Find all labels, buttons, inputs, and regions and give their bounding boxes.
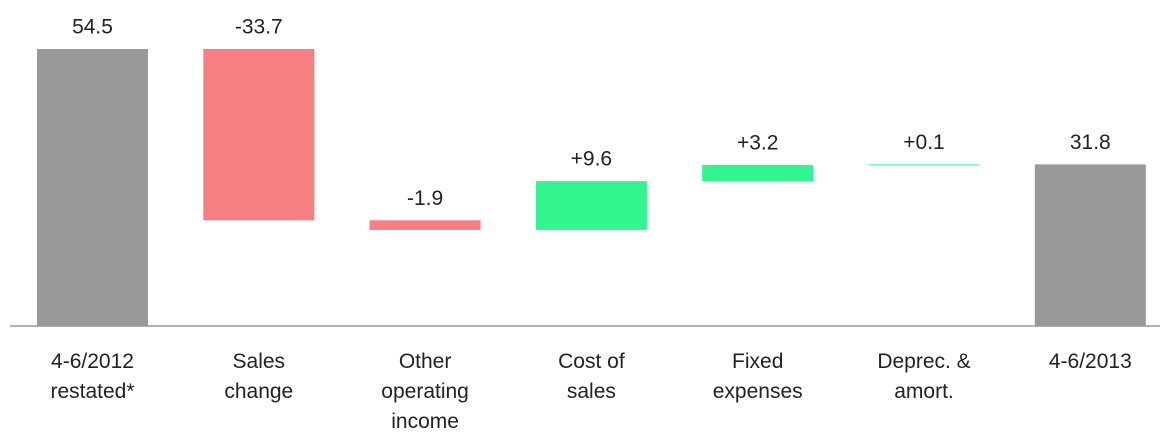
x-tick-label: Deprec. & amort. bbox=[877, 350, 970, 403]
bar bbox=[535, 181, 647, 230]
x-tick-label: 4-6/2013 bbox=[1049, 350, 1132, 373]
data-label: -1.9 bbox=[407, 187, 443, 210]
x-tick-label: Sales change bbox=[224, 350, 293, 403]
data-label: 54.5 bbox=[72, 16, 113, 39]
bar bbox=[203, 49, 315, 221]
bar bbox=[868, 164, 980, 166]
bar bbox=[1034, 164, 1146, 326]
data-label: -33.7 bbox=[235, 16, 283, 39]
data-label: 31.8 bbox=[1070, 131, 1111, 154]
bar bbox=[369, 220, 481, 230]
data-label: +9.6 bbox=[571, 148, 612, 171]
x-tick-label: Cost of sales bbox=[558, 350, 625, 403]
bar bbox=[702, 164, 814, 182]
x-tick-label: Other operating income bbox=[381, 350, 469, 433]
data-label: +0.1 bbox=[903, 131, 944, 154]
bar bbox=[37, 49, 148, 326]
x-tick-label: Fixed expenses bbox=[713, 350, 803, 403]
data-label: +3.2 bbox=[737, 131, 778, 154]
x-tick-label: 4-6/2012 restated* bbox=[50, 350, 134, 403]
